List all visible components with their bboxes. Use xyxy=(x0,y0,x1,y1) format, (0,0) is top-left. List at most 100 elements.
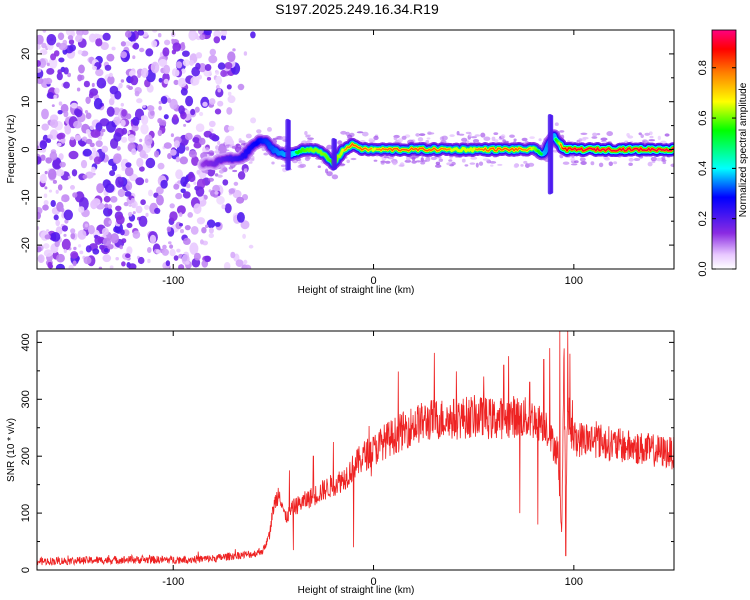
noise-blob xyxy=(227,125,235,132)
track-halo xyxy=(238,145,243,148)
snr-y-tick-label: 200 xyxy=(20,447,32,465)
noise-blob xyxy=(194,106,200,113)
track-halo xyxy=(513,164,519,169)
track-halo xyxy=(580,132,588,135)
noise-blob xyxy=(68,264,74,269)
track-halo xyxy=(304,156,310,162)
track-halo xyxy=(392,161,397,166)
noise-blob xyxy=(70,136,75,141)
snr-ticks: -100 0 100 0 100 200 300 400 xyxy=(20,331,674,588)
track-halo xyxy=(592,132,598,137)
track-halo xyxy=(521,137,528,142)
track-halo xyxy=(513,138,517,142)
noise-blob xyxy=(200,239,204,245)
noise-blob xyxy=(131,125,139,132)
noise-blob xyxy=(48,168,57,180)
noise-blob xyxy=(196,169,201,175)
track-halo xyxy=(271,161,275,165)
spectrogram-y-tick-label: 0 xyxy=(20,146,32,152)
track-halo xyxy=(461,137,468,142)
track-halo xyxy=(538,138,542,142)
noise-blob xyxy=(120,158,129,170)
noise-blob xyxy=(95,68,104,77)
noise-blob xyxy=(180,176,188,187)
track-halo xyxy=(347,134,353,139)
noise-blob xyxy=(67,72,71,78)
noise-blob xyxy=(37,254,45,263)
noise-blob xyxy=(68,150,79,160)
track-halo xyxy=(326,144,333,150)
noise-blob xyxy=(113,116,121,126)
snr-plot-area xyxy=(37,331,674,566)
noise-blob xyxy=(58,153,64,161)
noise-blob xyxy=(75,34,83,43)
noise-blob xyxy=(131,148,137,155)
noise-blob xyxy=(199,111,204,117)
noise-blob xyxy=(123,201,129,207)
noise-blob xyxy=(182,191,191,199)
colorbar-ticks: 0.0 0.2 0.4 0.6 0.8 xyxy=(697,60,736,277)
noise-blob xyxy=(76,30,84,37)
noise-blob xyxy=(50,200,56,207)
track-halo xyxy=(306,139,313,143)
snr-line xyxy=(37,331,674,566)
track-halo xyxy=(415,133,420,137)
track-halo xyxy=(650,156,658,162)
noise-blob xyxy=(182,50,190,57)
noise-blob xyxy=(69,137,77,148)
noise-blob xyxy=(49,114,59,122)
track-halo xyxy=(419,133,426,137)
noise-blob xyxy=(107,204,113,209)
noise-blob xyxy=(195,52,203,59)
noise-blob xyxy=(83,256,92,265)
noise-blob xyxy=(236,196,245,204)
noise-blob xyxy=(141,67,149,78)
colorbar-tick-label: 0.4 xyxy=(697,161,709,176)
noise-blob xyxy=(90,166,96,173)
noise-blob xyxy=(38,58,47,69)
noise-blob xyxy=(189,32,196,41)
track-halo xyxy=(489,161,497,164)
noise-blob xyxy=(109,265,114,269)
track-halo xyxy=(317,165,321,168)
noise-blob xyxy=(175,169,184,180)
track-halo xyxy=(295,158,302,161)
noise-blob xyxy=(61,238,71,251)
noise-blob xyxy=(100,42,109,50)
noise-blob xyxy=(95,140,103,148)
noise-blob xyxy=(58,101,63,106)
track-halo xyxy=(325,168,329,174)
noise-blob xyxy=(227,91,232,96)
track-halo xyxy=(591,136,598,139)
noise-blob xyxy=(162,244,167,250)
noise-blob xyxy=(147,105,155,112)
track-halo xyxy=(346,159,351,164)
track-halo xyxy=(207,177,214,182)
noise-blob xyxy=(160,96,168,104)
track-halo xyxy=(401,135,407,140)
noise-blob xyxy=(98,266,103,269)
noise-blob xyxy=(136,98,143,104)
noise-blob xyxy=(61,225,68,232)
noise-blob xyxy=(145,157,156,169)
noise-blob xyxy=(158,59,168,67)
noise-blob xyxy=(73,120,82,129)
noise-blob xyxy=(157,129,163,137)
noise-blob xyxy=(79,140,86,147)
noise-blob xyxy=(78,206,85,213)
track-halo xyxy=(648,139,656,142)
noise-blob xyxy=(236,212,245,223)
noise-blob xyxy=(208,120,216,128)
track-halo xyxy=(527,162,535,167)
noise-blob xyxy=(215,88,224,98)
noise-blob xyxy=(70,232,76,240)
track-halo xyxy=(491,136,496,141)
noise-blob xyxy=(85,96,91,105)
noise-blob xyxy=(93,156,102,165)
noise-blob xyxy=(164,39,171,46)
noise-blob xyxy=(173,79,179,86)
noise-blob xyxy=(55,189,59,194)
noise-blob xyxy=(54,240,60,247)
noise-blob xyxy=(170,133,174,138)
